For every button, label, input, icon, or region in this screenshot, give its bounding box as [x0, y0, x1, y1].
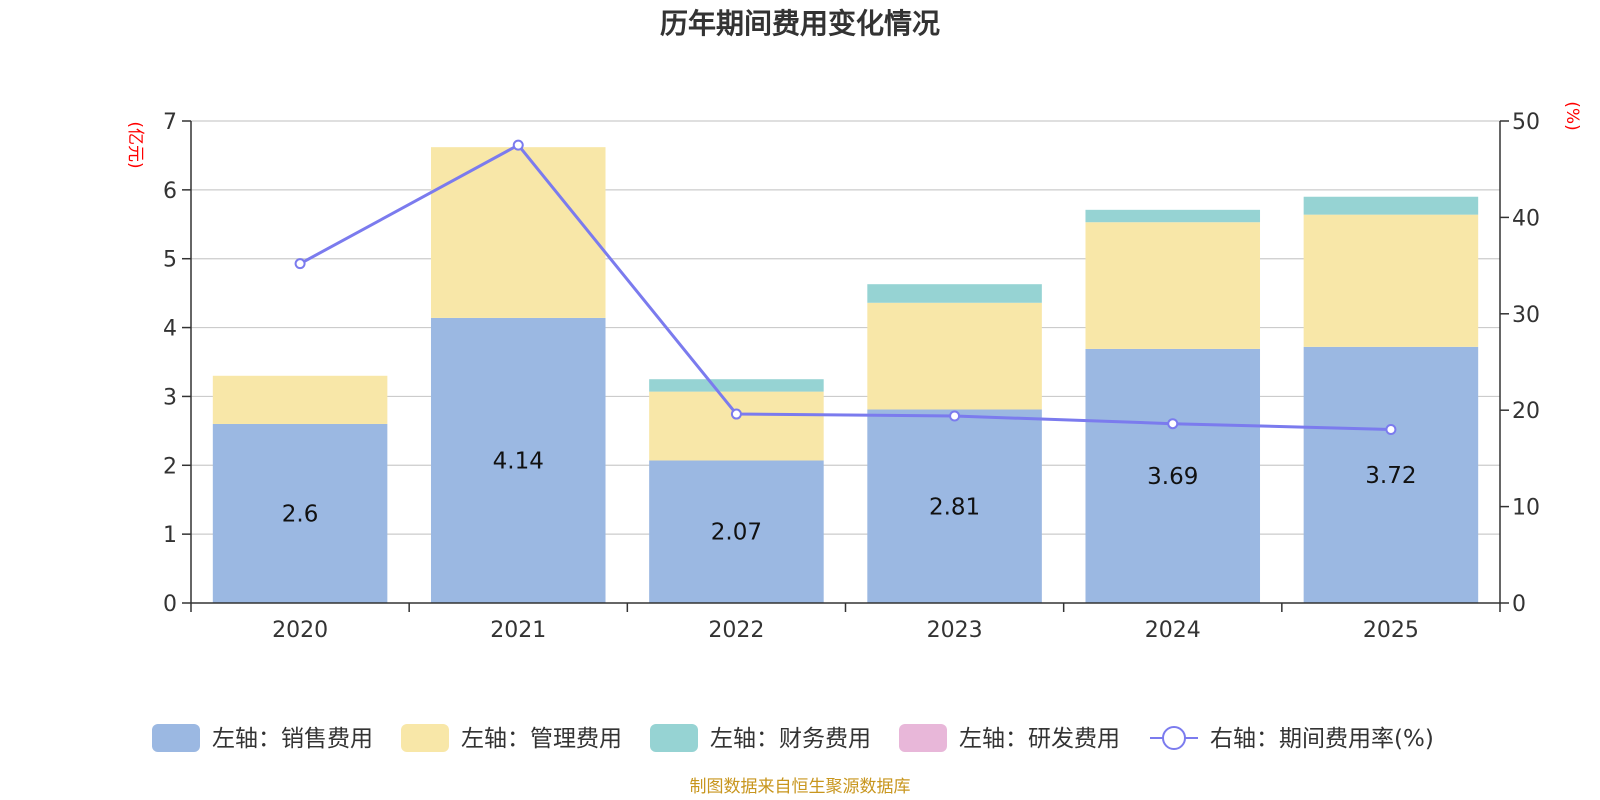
left-tick-label-1: 1 — [163, 523, 177, 548]
bar-2023-series-0 — [867, 409, 1042, 603]
x-tick-label-2022: 2022 — [708, 618, 764, 643]
rate-point-2020 — [294, 258, 306, 270]
bar-2024-series-2 — [1085, 209, 1261, 223]
left-axis-unit: (亿元) — [125, 121, 145, 168]
bar-2022-series-2 — [649, 379, 824, 392]
x-tick-label-2020: 2020 — [272, 618, 328, 643]
left-tick-label-6: 6 — [163, 179, 177, 204]
bar-value-label-2022: 2.07 — [711, 520, 762, 546]
left-tick-label-3: 3 — [163, 385, 177, 410]
legend-marker-rate — [1162, 726, 1186, 750]
left-tick-label-7: 7 — [163, 110, 177, 135]
bar-2025-series-0 — [1303, 346, 1479, 603]
left-tick-label-0: 0 — [163, 592, 177, 617]
legend-label-0: 左轴：销售费用 — [212, 726, 373, 752]
legend-label-2: 左轴：财务费用 — [710, 726, 871, 752]
left-tick-label-4: 4 — [163, 317, 177, 342]
legend-swatch-3 — [899, 724, 947, 752]
bar-value-label-2023: 2.81 — [929, 494, 980, 520]
right-tick-label-20: 20 — [1512, 399, 1540, 424]
source-note: 制图数据来自恒生聚源数据库 — [690, 777, 911, 797]
chart-title: 历年期间费用变化情况 — [660, 7, 940, 40]
bar-2024-series-1 — [1085, 222, 1261, 349]
right-tick-label-50: 50 — [1512, 110, 1540, 135]
bar-series — [212, 147, 1479, 603]
bar-labels: 2.6 4.14 2.07 2.81 3.69 3.72 — [282, 448, 1417, 545]
bar-2025-series-2 — [1303, 196, 1479, 215]
legend: 左轴：销售费用 左轴：管理费用 左轴：财务费用 左轴：研发费用 右轴：期间费用率(%) — [152, 724, 1434, 752]
rate-point-2022 — [730, 408, 742, 420]
grid-lines — [191, 120, 1500, 535]
bar-2025-series-1 — [1303, 214, 1479, 347]
right-axis-unit: (%) — [1562, 101, 1582, 130]
rate-point-2024 — [1167, 418, 1179, 430]
bar-2023-series-2 — [867, 284, 1042, 303]
right-tick-label-30: 30 — [1512, 303, 1540, 328]
legend-label-1: 左轴：管理费用 — [461, 726, 622, 752]
bar-value-label-2021: 4.14 — [493, 448, 544, 474]
bar-value-label-2024: 3.69 — [1147, 464, 1198, 490]
bar-2020-series-1 — [212, 375, 388, 424]
x-tick-label-2024: 2024 — [1145, 618, 1201, 643]
rate-line-series — [294, 139, 1397, 435]
rate-point-2021 — [512, 139, 524, 151]
left-tick-label-5: 5 — [163, 248, 177, 273]
right-tick-label-40: 40 — [1512, 206, 1540, 231]
x-tick-label-2025: 2025 — [1363, 618, 1419, 643]
bar-2022-series-0 — [649, 460, 824, 603]
legend-swatch-1 — [401, 724, 449, 752]
bar-value-label-2025: 3.72 — [1365, 463, 1416, 489]
legend-label-4: 右轴：期间费用率(%) — [1210, 726, 1434, 752]
bar-value-label-2020: 2.6 — [282, 501, 319, 527]
bar-2020-series-0 — [212, 423, 388, 603]
bar-2024-series-0 — [1085, 348, 1261, 603]
x-tick-label-2023: 2023 — [927, 618, 983, 643]
right-tick-label-0: 0 — [1512, 592, 1526, 617]
bar-2023-series-1 — [867, 302, 1042, 410]
bar-2021-series-1 — [430, 147, 606, 318]
rate-point-2025 — [1385, 423, 1397, 435]
rate-line — [299, 143, 1391, 431]
x-tick-label-2021: 2021 — [490, 618, 546, 643]
legend-swatch-2 — [650, 724, 698, 752]
right-tick-label-10: 10 — [1512, 496, 1540, 521]
left-tick-label-2: 2 — [163, 454, 177, 479]
bar-2021-series-0 — [430, 317, 606, 603]
bar-2022-series-1 — [649, 391, 824, 461]
axes: 0 1 2 3 4 5 6 7 0 10 20 30 40 50 2020 2021 2022 2023 2024 2… — [163, 110, 1540, 643]
legend-swatch-0 — [152, 724, 200, 752]
legend-label-3: 左轴：研发费用 — [959, 726, 1120, 752]
rate-point-2023 — [949, 410, 961, 422]
